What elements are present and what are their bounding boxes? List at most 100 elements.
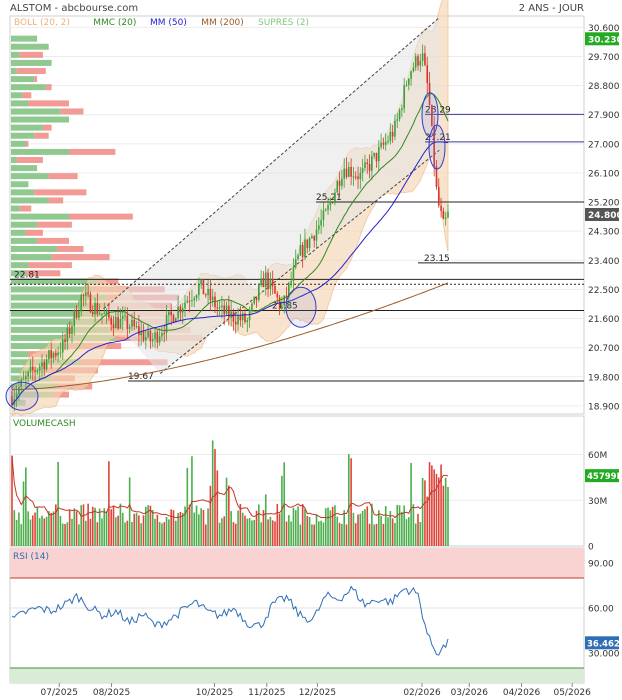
volume-bar (260, 522, 262, 546)
volume-bars (11, 440, 449, 546)
volume-bar (98, 508, 101, 546)
candle-body (348, 166, 350, 177)
profile-bar-green (11, 108, 61, 115)
candle-body (71, 326, 73, 334)
volume-bar (405, 519, 408, 546)
candle-body (447, 211, 449, 218)
candle-body (20, 379, 23, 388)
volume-bar (431, 465, 433, 546)
volume-bar (193, 512, 196, 546)
volume-bar (71, 518, 73, 546)
candle-body (41, 362, 43, 367)
candle-body (204, 294, 207, 296)
candle-body (214, 296, 216, 308)
candle-body (313, 236, 316, 241)
profile-bar-red (25, 270, 61, 277)
volume-grid (10, 454, 584, 501)
candle-body (371, 156, 373, 171)
candle-body (361, 168, 364, 173)
profile-bar-green (11, 351, 29, 358)
volume-bar (121, 512, 124, 546)
level-label: 22.81 (14, 270, 40, 280)
profile-bar-red (80, 359, 168, 366)
candle-body (15, 393, 18, 399)
candle-body (22, 378, 25, 380)
volume-bar (258, 504, 260, 546)
profile-bar-red (28, 100, 69, 107)
volume-bar (115, 517, 117, 546)
candle-body (262, 278, 265, 288)
profile-bar-red (28, 262, 72, 269)
volume-value-badge: 45799K (587, 472, 622, 482)
profile-bar-green (11, 310, 122, 317)
volume-bar (45, 516, 48, 546)
candle-body (181, 308, 184, 313)
candle-body (61, 339, 64, 353)
candle-body (232, 311, 235, 322)
volume-bar (142, 515, 145, 546)
profile-bar-green (11, 286, 93, 293)
candle-body (101, 313, 103, 315)
legend-item: MM (200) (201, 18, 244, 28)
volume-bar (57, 461, 59, 546)
volume-bar (34, 512, 36, 546)
candle-body (237, 315, 239, 325)
volume-bar (216, 470, 219, 546)
candle-body (373, 152, 375, 157)
rsi-tick-label: 90.00 (588, 560, 614, 570)
candle-body (248, 310, 251, 321)
chart-header-title: ALSTOM - abcbourse.com (10, 3, 138, 14)
volume-bar (417, 513, 419, 546)
volume-bar (391, 518, 394, 546)
rsi-tick-label: 30.000 (588, 650, 620, 660)
volume-bar (366, 506, 369, 546)
volume-bar (68, 510, 71, 546)
candle-body (52, 353, 55, 359)
profile-bar-green (11, 116, 69, 123)
candle-body (57, 352, 59, 356)
volume-bar (368, 523, 371, 546)
candle-body (311, 236, 313, 239)
candle-body (304, 239, 306, 258)
profile-bar-green (11, 213, 69, 220)
volume-bar (285, 521, 288, 546)
candle-body (119, 318, 122, 329)
volume-bar (214, 449, 216, 546)
price-tick-label: 24.300 (588, 228, 620, 238)
price-tick-label: 19.800 (588, 373, 620, 383)
profile-bar-green (11, 140, 26, 147)
volume-bar (133, 513, 136, 546)
volume-bar (43, 518, 46, 546)
candle-body (80, 295, 83, 312)
volume-bar (354, 523, 357, 546)
volume-bar (144, 506, 147, 546)
volume-bar (204, 524, 207, 546)
candlesticks (11, 44, 449, 412)
volume-bar (101, 518, 103, 546)
x-tick-label: 08/2025 (93, 688, 130, 698)
candle-body (269, 278, 272, 290)
candle-body (29, 366, 32, 372)
candle-body (230, 311, 232, 318)
volume-bar (401, 511, 403, 546)
candle-body (161, 333, 163, 337)
price-tick-label: 26.100 (588, 169, 620, 179)
candle-body (73, 309, 76, 327)
candle-body (276, 293, 279, 298)
candle-body (354, 176, 357, 178)
candle-body (410, 71, 412, 79)
volume-bar (138, 515, 140, 546)
price-tick-label: 28.800 (588, 82, 620, 92)
candle-body (407, 78, 410, 85)
volume-bar (239, 503, 242, 546)
candle-body (91, 312, 94, 315)
profile-bar-green (11, 43, 49, 50)
volume-bar (253, 519, 256, 546)
profile-bar-red (48, 173, 78, 180)
candle-body (234, 321, 237, 325)
profile-bar-green (11, 229, 26, 236)
volume-bar (198, 514, 200, 546)
volume-bar (377, 510, 380, 546)
volume-bar (318, 521, 320, 546)
